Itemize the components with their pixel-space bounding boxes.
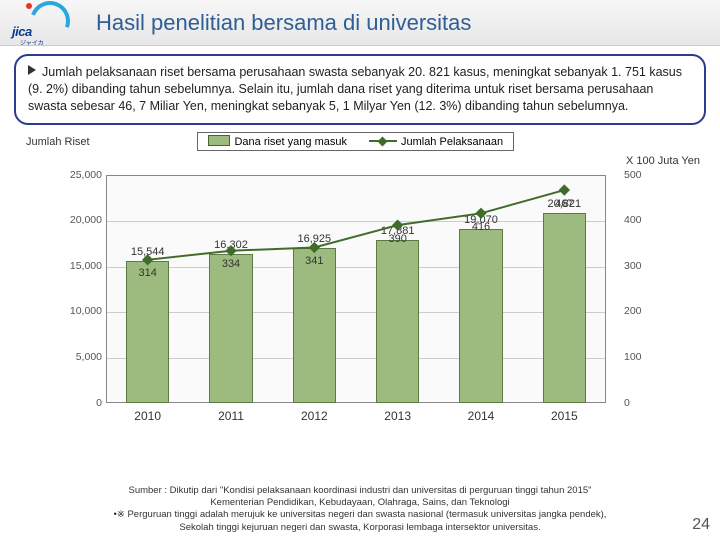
ytick-right: 400: [624, 214, 660, 226]
legend-bar: Dana riset yang masuk: [208, 135, 347, 148]
right-axis-unit: X 100 Juta Yen: [0, 153, 720, 167]
ytick-left: 0: [62, 397, 102, 409]
ytick-right: 200: [624, 305, 660, 317]
page-number: 24: [692, 516, 710, 534]
chart-legend: Dana riset yang masuk Jumlah Pelaksanaan: [197, 132, 514, 151]
line-label: 314: [138, 267, 156, 279]
x-label: 2011: [218, 409, 244, 423]
summary-callout: Jumlah pelaksanaan riset bersama perusah…: [14, 54, 706, 125]
ytick-left: 15,000: [62, 260, 102, 272]
bar: [376, 240, 419, 403]
ytick-right: 100: [624, 351, 660, 363]
left-axis-title: Jumlah Riset: [26, 136, 90, 148]
bar: [209, 254, 252, 403]
x-label: 2013: [384, 409, 411, 423]
line-label: 341: [305, 255, 323, 267]
ytick-left: 25,000: [62, 169, 102, 181]
line-label: 467: [555, 198, 573, 210]
x-label: 2015: [551, 409, 578, 423]
source-footer: Sumber : Dikutip dari "Kondisi pelaksana…: [0, 485, 720, 534]
bar-label: 15,544: [131, 246, 165, 258]
bar-label: 16,302: [214, 239, 248, 251]
ytick-left: 20,000: [62, 214, 102, 226]
jica-logo: jica ジャイカ: [8, 5, 72, 41]
page-title: Hasil penelitian bersama di universitas: [96, 10, 471, 36]
bullet-icon: [28, 65, 36, 75]
ytick-left: 10,000: [62, 305, 102, 317]
x-label: 2012: [301, 409, 328, 423]
legend-row: Jumlah Riset Dana riset yang masuk Jumla…: [0, 131, 720, 153]
ytick-right: 300: [624, 260, 660, 272]
ytick-left: 5,000: [62, 351, 102, 363]
bar: [293, 248, 336, 402]
x-label: 2010: [134, 409, 161, 423]
revenue-chart: 15,54416,30216,92517,88119,07020,8213143…: [54, 169, 666, 445]
legend-line: Jumlah Pelaksanaan: [369, 136, 503, 148]
ytick-right: 0: [624, 397, 660, 409]
line-label: 416: [472, 221, 490, 233]
bar: [459, 229, 502, 403]
line-label: 334: [222, 258, 240, 270]
bar: [126, 261, 169, 403]
x-label: 2014: [468, 409, 495, 423]
bar: [543, 213, 586, 403]
callout-text: Jumlah pelaksanaan riset bersama perusah…: [28, 65, 682, 113]
line-label: 390: [388, 233, 406, 245]
header-bar: jica ジャイカ Hasil penelitian bersama di un…: [0, 0, 720, 46]
bar-label: 16,925: [298, 233, 332, 245]
ytick-right: 500: [624, 169, 660, 181]
